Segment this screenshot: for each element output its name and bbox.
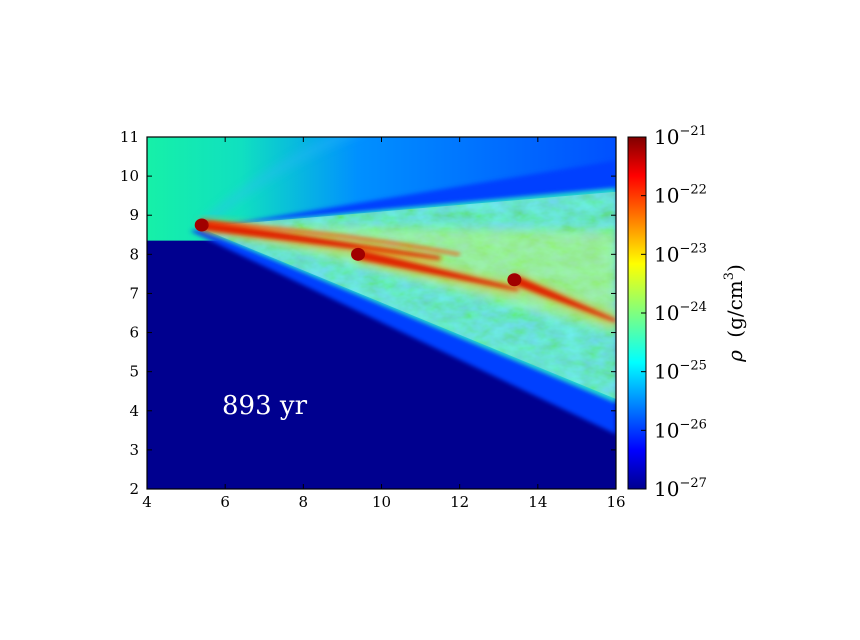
- y-tick-label: 2: [129, 480, 139, 498]
- colorbar-tick-label: 10−26: [654, 417, 707, 442]
- jet-tail: [201, 220, 441, 260]
- clump-head: [507, 273, 522, 287]
- colorbar-tick-label: 10−23: [654, 241, 707, 266]
- x-tick-label: 14: [528, 493, 547, 511]
- colorbar-tick-label: 10−27: [654, 476, 707, 501]
- y-tick-label: 10: [120, 167, 139, 185]
- time-annotation: 893 yr: [222, 391, 308, 421]
- clump-head: [194, 218, 209, 232]
- colorbar-label-symbol: ρ: [723, 350, 747, 363]
- y-tick-label: 4: [129, 402, 139, 420]
- y-tick-label: 5: [129, 363, 139, 381]
- bow-shock-upper: [199, 137, 350, 228]
- colorbar-label-units: (g/cm: [723, 280, 747, 338]
- y-tick-label: 7: [129, 284, 139, 302]
- colorbar-tick-label: 10−24: [654, 300, 707, 325]
- y-tick-label: 9: [129, 206, 139, 224]
- density-field: [147, 137, 616, 489]
- colorbar-ticks: 10−21 10−22 10−23 10−24 10−25 10−26 10−27: [641, 124, 707, 501]
- x-axis: 4 6 8 10 12 14 16: [142, 137, 626, 511]
- x-tick-label: 12: [450, 493, 469, 511]
- jet-filament: [209, 221, 460, 256]
- jet-tail: [514, 274, 616, 323]
- y-tick-label: 8: [129, 245, 139, 263]
- x-tick-label: 10: [372, 493, 391, 511]
- y-tick-label: 11: [120, 128, 139, 146]
- colorbar-label-close: ): [723, 264, 747, 272]
- colorbar-label: ρ (g/cm3): [722, 264, 747, 363]
- x-tick-label: 4: [142, 493, 152, 511]
- colorbar-label-exponent: 3: [722, 272, 737, 280]
- x-tick-label: 6: [220, 493, 230, 511]
- jet-tail: [358, 249, 519, 292]
- colorbar-tick-label: 10−25: [654, 359, 707, 384]
- x-tick-label: 8: [299, 493, 309, 511]
- y-tick-label: 3: [129, 441, 139, 459]
- clump-head: [351, 247, 366, 261]
- x-tick-label: 16: [606, 493, 625, 511]
- colorbar-tick-label: 10−21: [654, 124, 707, 149]
- inner-band: [205, 225, 616, 333]
- colorbar-tick-label: 10−22: [654, 183, 707, 208]
- y-tick-label: 6: [129, 324, 139, 342]
- y-axis: 2 3 4 5 6 7 8 9 10 11: [120, 128, 616, 498]
- colorbar: 10−21 10−22 10−23 10−24 10−25 10−26 10−27 ρ (g…: [627, 124, 747, 501]
